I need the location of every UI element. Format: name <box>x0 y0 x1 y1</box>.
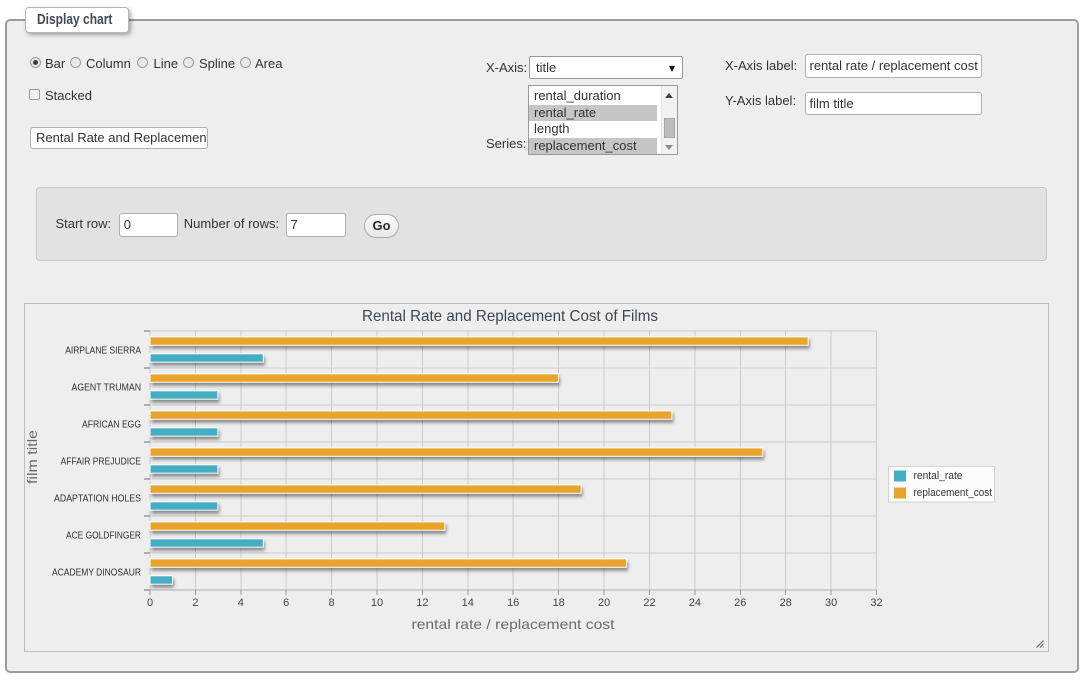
svg-text:12: 12 <box>416 597 428 609</box>
svg-text:14: 14 <box>462 597 474 609</box>
svg-text:6: 6 <box>283 597 289 609</box>
svg-text:16: 16 <box>507 597 519 609</box>
svg-text:Rental Rate and Replacement Co: Rental Rate and Replacement Cost of Film… <box>362 308 658 325</box>
svg-text:2: 2 <box>192 597 198 609</box>
svg-text:10: 10 <box>371 597 383 609</box>
svg-text:AFRICAN EGG: AFRICAN EGG <box>82 420 141 431</box>
svg-text:rental_rate: rental_rate <box>914 470 963 482</box>
svg-text:rental rate / replacement cost: rental rate / replacement cost <box>412 616 615 632</box>
svg-text:30: 30 <box>825 597 837 609</box>
svg-text:ACADEMY DINOSAUR: ACADEMY DINOSAUR <box>52 568 141 579</box>
svg-text:18: 18 <box>553 597 565 609</box>
svg-text:26: 26 <box>734 597 746 609</box>
svg-text:film title: film title <box>25 430 40 484</box>
svg-text:AFFAIR PREJUDICE: AFFAIR PREJUDICE <box>61 457 142 468</box>
svg-text:AIRPLANE SIERRA: AIRPLANE SIERRA <box>65 346 141 357</box>
svg-text:replacement_cost: replacement_cost <box>914 487 993 499</box>
svg-text:ADAPTATION HOLES: ADAPTATION HOLES <box>54 494 141 505</box>
svg-text:0: 0 <box>147 597 153 609</box>
svg-text:4: 4 <box>238 597 244 609</box>
svg-text:AGENT TRUMAN: AGENT TRUMAN <box>72 383 142 394</box>
svg-text:24: 24 <box>689 597 701 609</box>
svg-text:ACE GOLDFINGER: ACE GOLDFINGER <box>66 531 141 542</box>
svg-text:28: 28 <box>780 597 792 609</box>
svg-text:22: 22 <box>643 597 655 609</box>
svg-text:20: 20 <box>598 597 610 609</box>
svg-text:32: 32 <box>870 597 882 609</box>
svg-text:8: 8 <box>329 597 335 609</box>
